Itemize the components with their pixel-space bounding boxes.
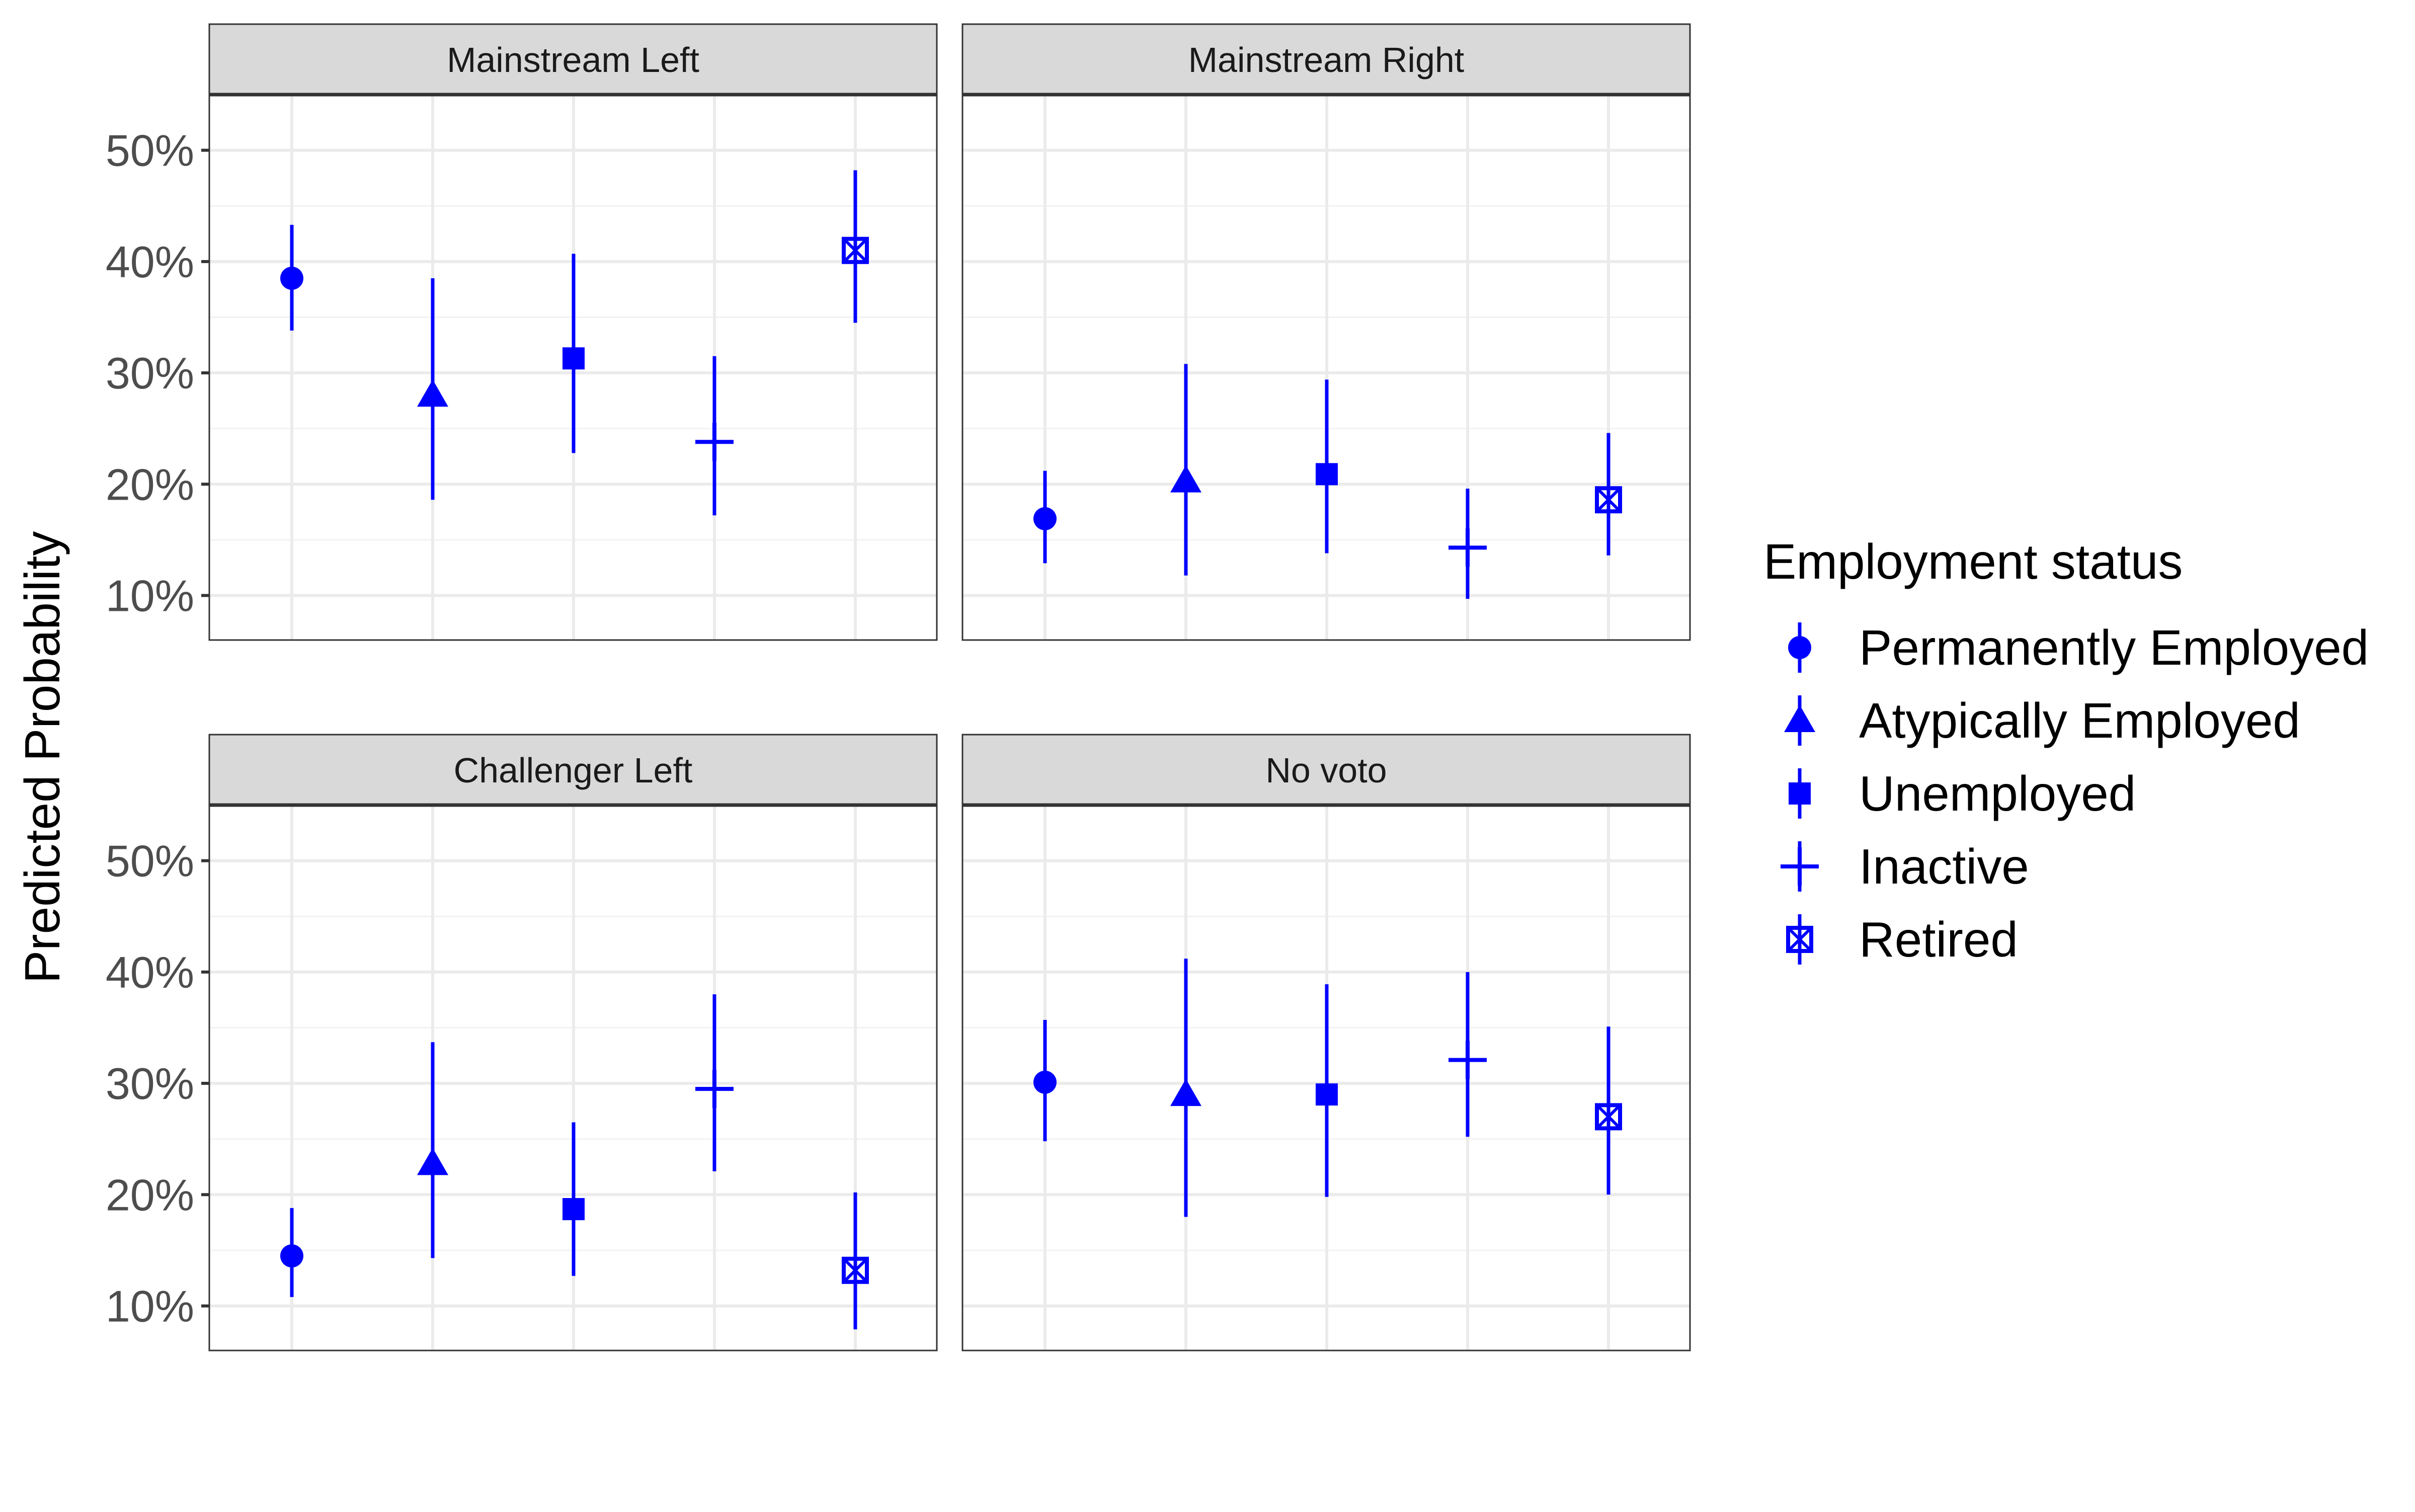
legend-title: Employment status <box>1763 534 2183 589</box>
point-triangle <box>1784 705 1815 732</box>
point-square <box>562 347 585 370</box>
point-triangle <box>417 379 448 407</box>
point-circle <box>1788 636 1811 659</box>
facet-panel: No voto <box>961 734 1691 1351</box>
y-tick-label: 20% <box>106 459 194 509</box>
legend-item: Inactive <box>1781 839 2029 894</box>
point-cross-b <box>842 1257 868 1283</box>
facet-panel: Mainstream Right <box>961 23 1691 641</box>
point-square <box>1316 1083 1338 1106</box>
point-square <box>1789 782 1811 805</box>
point-square <box>562 1198 585 1221</box>
legend-label: Unemployed <box>1859 766 2136 821</box>
panel-border <box>961 804 1691 1351</box>
y-tick-label: 50% <box>106 836 194 886</box>
point-square-cross <box>1595 1103 1622 1131</box>
panel-title: No voto <box>1265 751 1387 790</box>
point-triangle <box>417 1148 448 1175</box>
y-tick-label: 30% <box>106 1059 194 1108</box>
y-axis-label: Predicted Probability <box>15 531 70 984</box>
point-triangle <box>1170 465 1201 493</box>
y-tick-label: 20% <box>106 1170 194 1220</box>
point-square-cross <box>1786 926 1813 953</box>
y-tick-label: 40% <box>106 947 194 997</box>
legend-label: Retired <box>1859 912 2018 967</box>
strip-background <box>208 23 938 96</box>
strip-background <box>961 734 1691 806</box>
point-triangle <box>1170 1079 1201 1106</box>
point-circle <box>1033 1070 1057 1094</box>
legend-item: Permanently Employed <box>1788 620 2369 675</box>
point-square-cross <box>842 236 869 264</box>
panel-border <box>961 94 1691 641</box>
y-tick-label: 30% <box>106 348 194 398</box>
legend-label: Atypically Employed <box>1859 693 2300 748</box>
facet-panel: Mainstream Left 10% 20% 30% 40% 50% <box>106 23 938 641</box>
panel-border <box>208 804 938 1351</box>
y-tick-label: 40% <box>106 237 194 287</box>
strip-background <box>208 734 938 806</box>
strip-background <box>961 23 1691 96</box>
legend-label: Inactive <box>1859 839 2029 894</box>
point-cross-b <box>1595 487 1622 513</box>
legend-item: Unemployed <box>1789 766 2136 821</box>
point-square-cross <box>1595 486 1622 514</box>
legend-item: Atypically Employed <box>1784 693 2300 748</box>
facet-panel: Challenger Left 10% 20% 30% 40% 50% <box>106 734 938 1351</box>
panel-border <box>208 94 938 641</box>
point-cross-b <box>1595 1104 1622 1130</box>
point-cross-b <box>842 237 868 263</box>
point-square <box>1316 463 1338 486</box>
y-tick-label: 10% <box>106 571 194 621</box>
y-tick-label: 50% <box>106 126 194 176</box>
point-cross-b <box>1787 926 1813 952</box>
y-tick-label: 10% <box>106 1282 194 1331</box>
legend-label: Permanently Employed <box>1859 620 2369 675</box>
panel-title: Challenger Left <box>454 751 693 790</box>
point-square-cross <box>842 1256 869 1284</box>
legend-item: Retired <box>1786 912 2018 967</box>
point-circle <box>280 1244 303 1267</box>
point-circle <box>1033 507 1057 530</box>
point-circle <box>280 267 303 290</box>
panel-title: Mainstream Left <box>447 40 699 79</box>
panel-title: Mainstream Right <box>1188 40 1465 79</box>
